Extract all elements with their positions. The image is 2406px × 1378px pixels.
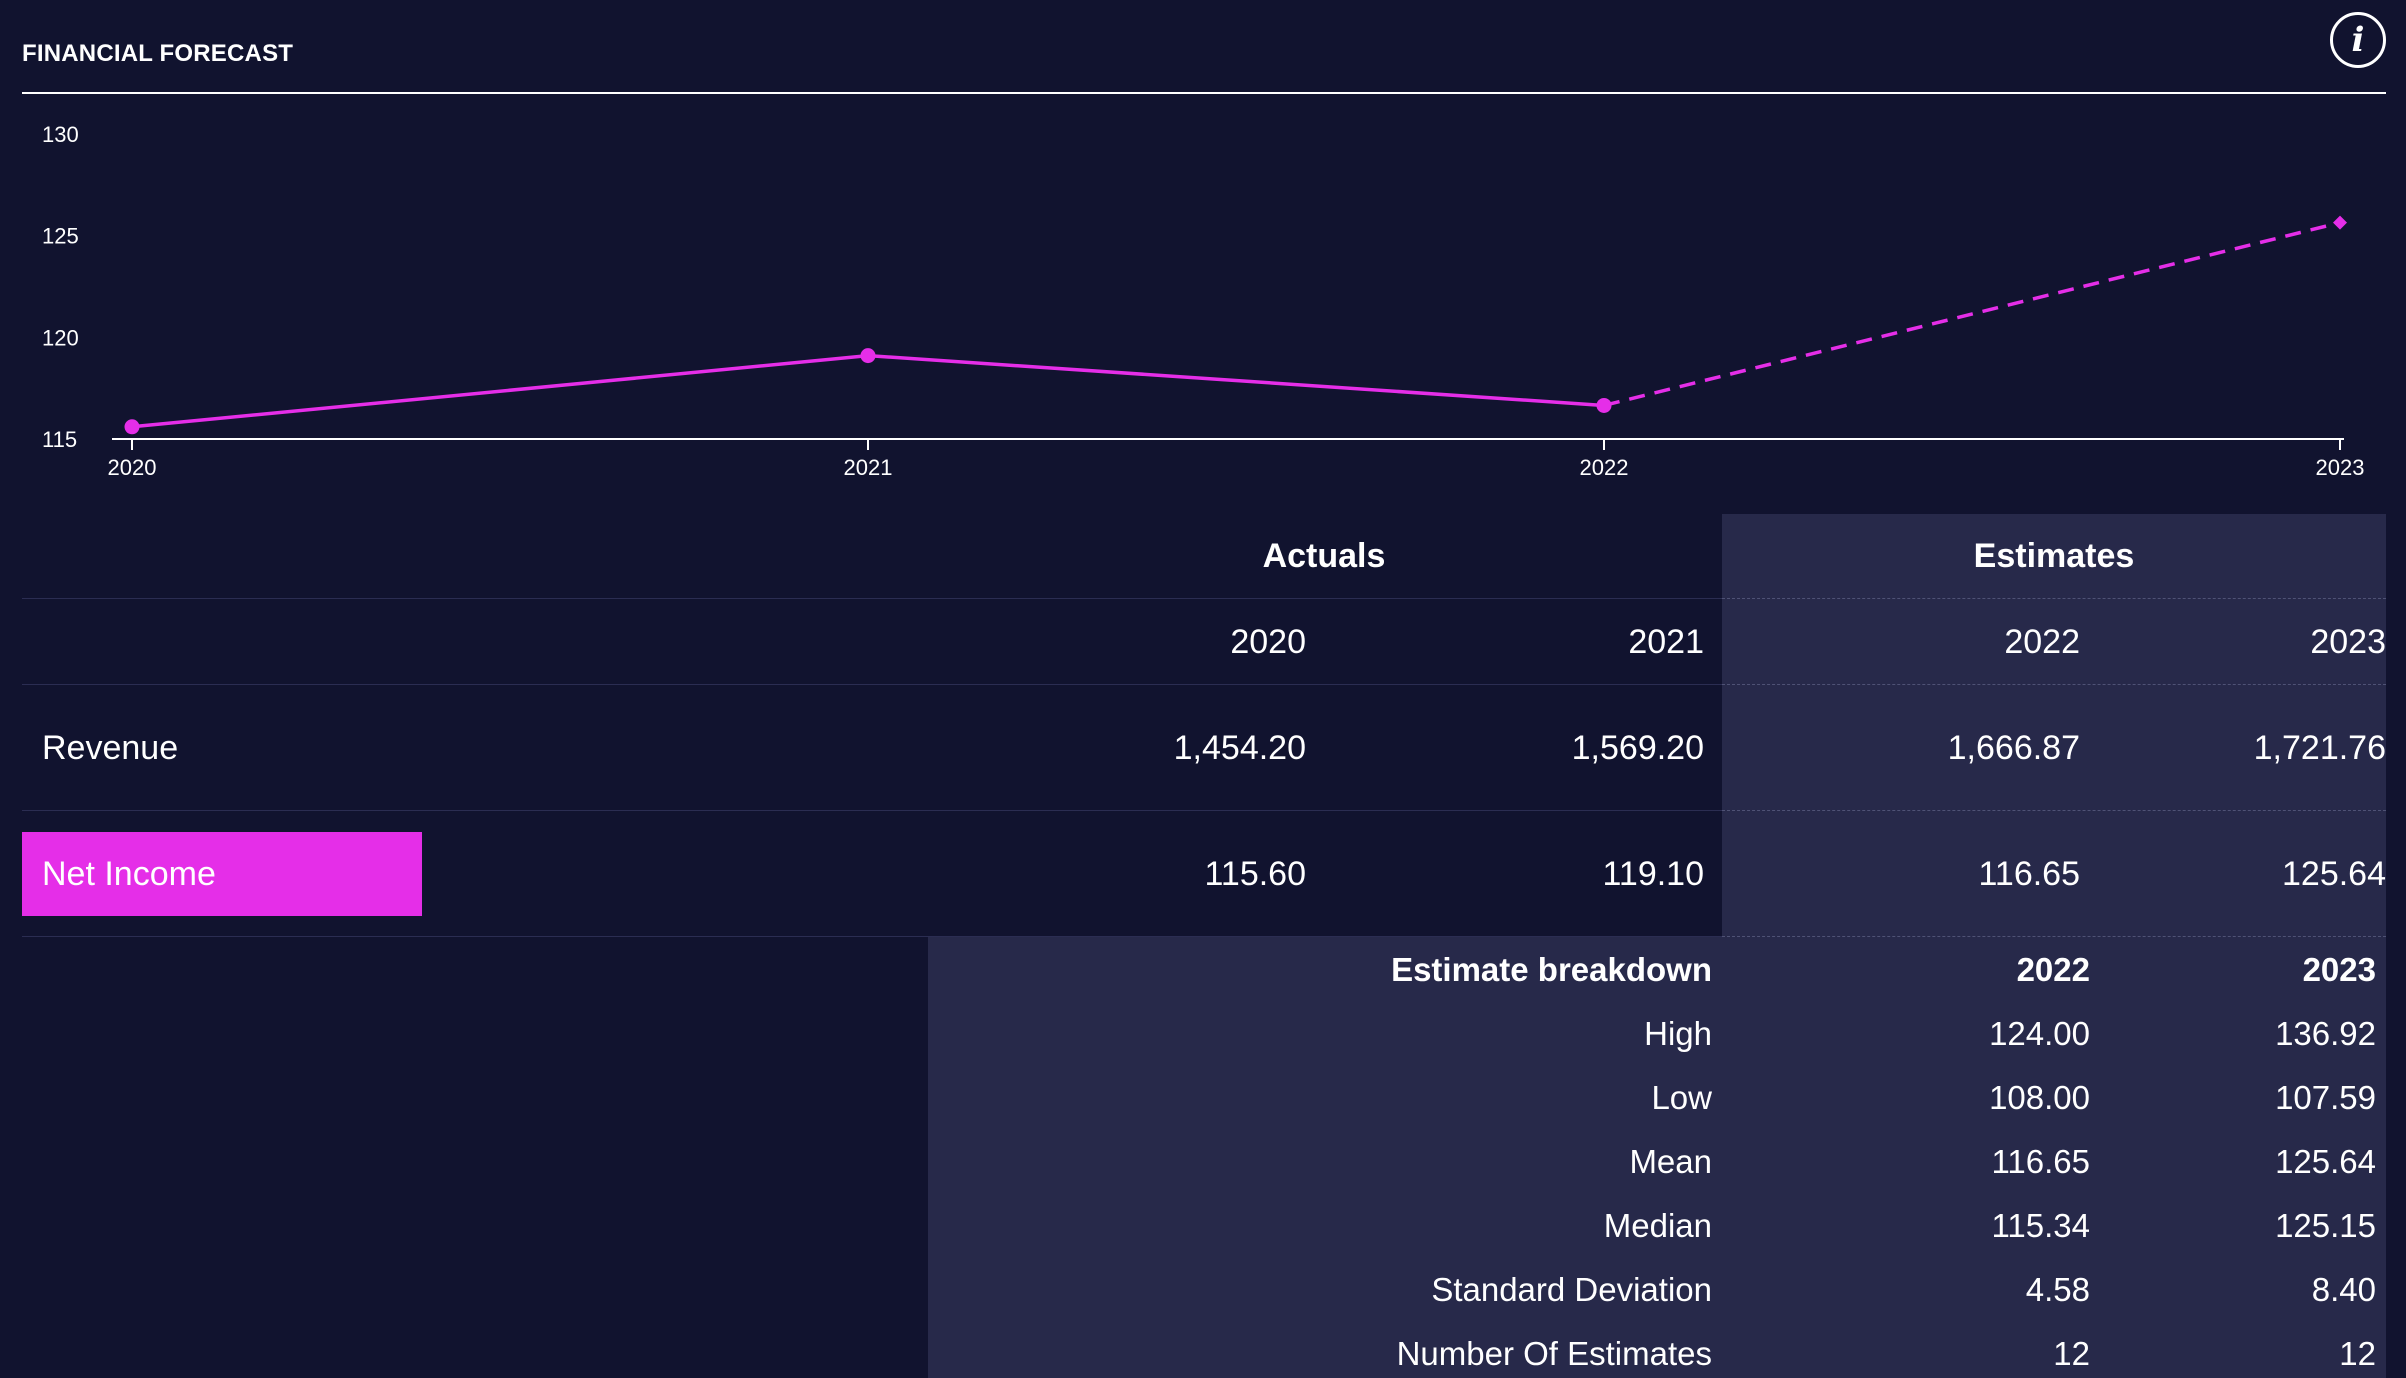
row-divider (1722, 684, 2386, 685)
breakdown-year-2023: 2023 (2302, 951, 2376, 988)
net-income-row-selector[interactable] (22, 832, 422, 916)
breakdown-high-2022: 124.00 (1989, 1015, 2090, 1052)
series-line-estimates (1603, 220, 2341, 408)
info-button[interactable]: i (2330, 12, 2386, 68)
breakdown-median-2023: 125.15 (2275, 1207, 2376, 1244)
y-tick-label: 125 (42, 224, 79, 249)
net-income-2021: 119.10 (1602, 855, 1704, 893)
breakdown-num-estimates-2023: 12 (2339, 1335, 2376, 1372)
revenue-2022: 1,666.87 (1947, 729, 2080, 767)
row-divider (1722, 936, 2386, 937)
revenue-row-label[interactable]: Revenue (42, 729, 179, 767)
breakdown-label-num-estimates: Number Of Estimates (1396, 1335, 1712, 1372)
breakdown-label-mean: Mean (1629, 1143, 1712, 1180)
breakdown-high-2023: 136.92 (2275, 1015, 2376, 1052)
row-divider (22, 684, 1722, 685)
net-income-2022: 116.65 (1978, 855, 2080, 893)
year-header-2023: 2023 (2310, 623, 2386, 661)
row-divider (22, 598, 1722, 599)
breakdown-label-high: High (1644, 1015, 1712, 1052)
row-divider (1722, 598, 2386, 599)
breakdown-label-std-dev: Standard Deviation (1431, 1271, 1712, 1308)
estimate-breakdown-panel (928, 936, 2386, 1378)
info-icon: i (2351, 20, 2365, 60)
x-tick-label: 2023 (2316, 455, 2365, 480)
page-title: FINANCIAL FORECAST (22, 40, 294, 67)
year-header-2022: 2022 (2004, 623, 2080, 661)
breakdown-std-dev-2022: 4.58 (2025, 1271, 2090, 1308)
data-point[interactable] (1596, 397, 1612, 413)
breakdown-num-estimates-2022: 12 (2053, 1335, 2090, 1372)
net-income-chart: 115 120 125 130 2020 2021 2022 2023 (42, 122, 2365, 480)
breakdown-mean-2023: 125.64 (2275, 1143, 2376, 1180)
data-point[interactable] (860, 348, 876, 364)
revenue-2020: 1,454.20 (1173, 729, 1306, 767)
net-income-2020: 115.60 (1204, 855, 1306, 893)
x-tick-label: 2020 (108, 455, 157, 480)
row-divider (22, 810, 1722, 811)
breakdown-year-2022: 2022 (2016, 951, 2090, 988)
row-divider (22, 936, 1722, 937)
page-header: FINANCIAL FORECAST i (22, 0, 2386, 94)
y-tick-label: 130 (42, 122, 79, 147)
y-tick-label: 115 (42, 427, 77, 452)
x-tick-label: 2022 (1580, 455, 1629, 480)
breakdown-std-dev-2023: 8.40 (2311, 1271, 2376, 1308)
revenue-2021: 1,569.20 (1571, 729, 1704, 767)
estimates-panel (1722, 514, 2386, 936)
data-point[interactable] (124, 419, 140, 435)
breakdown-label-low: Low (1651, 1079, 1712, 1116)
y-tick-label: 120 (42, 325, 79, 350)
breakdown-median-2022: 115.34 (1991, 1207, 2090, 1244)
net-income-2023: 125.64 (2282, 855, 2386, 893)
year-header-2021: 2021 (1628, 623, 1704, 661)
year-header-2020: 2020 (1230, 623, 1306, 661)
breakdown-mean-2022: 116.65 (1991, 1143, 2090, 1180)
breakdown-title: Estimate breakdown (1391, 951, 1712, 988)
data-point[interactable] (2333, 215, 2347, 230)
revenue-2023: 1,721.76 (2253, 729, 2386, 767)
breakdown-low-2023: 107.59 (2275, 1079, 2376, 1116)
net-income-row-label[interactable]: Net Income (42, 855, 216, 893)
actuals-header: Actuals (1262, 537, 1386, 575)
estimates-header: Estimates (1973, 537, 2135, 575)
x-tick-label: 2021 (844, 455, 893, 480)
breakdown-low-2022: 108.00 (1989, 1079, 2090, 1116)
row-divider (1722, 810, 2386, 811)
breakdown-label-median: Median (1603, 1207, 1712, 1244)
